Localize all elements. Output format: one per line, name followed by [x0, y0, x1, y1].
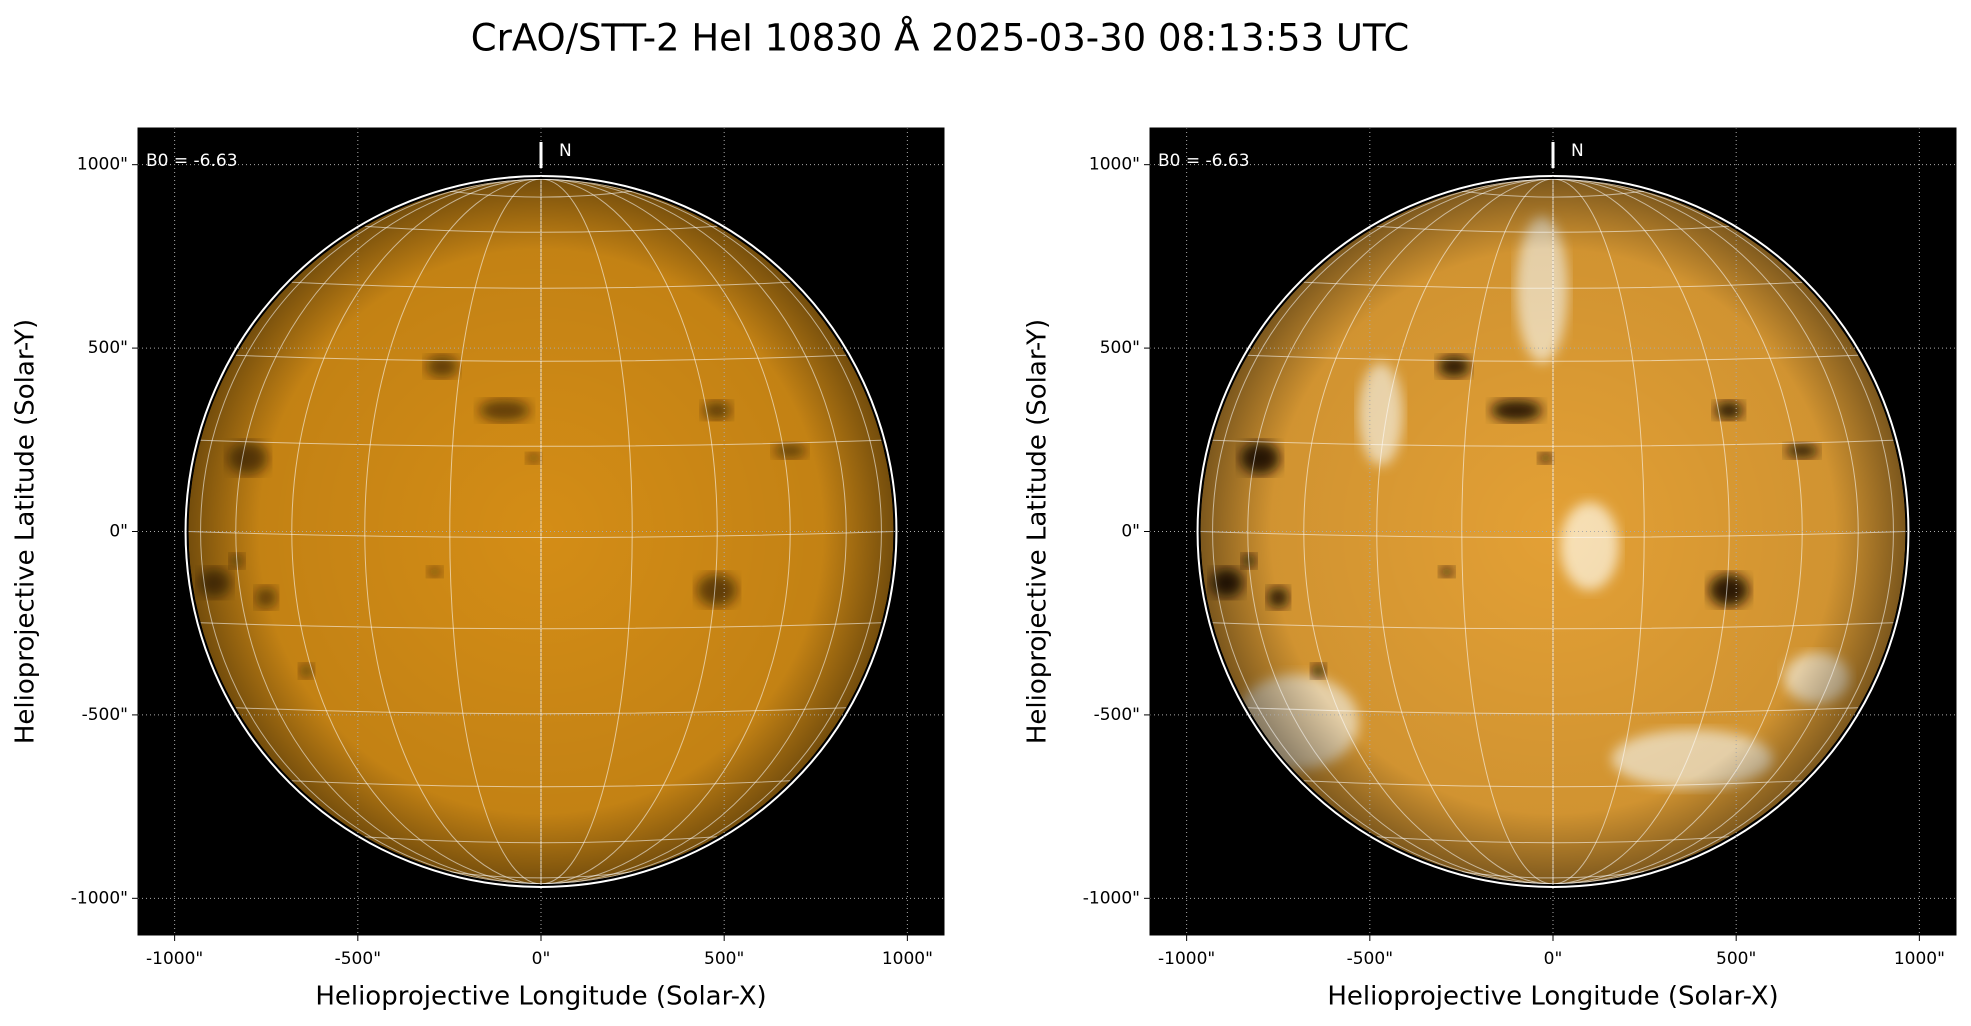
annotation: B0 = -6.63 — [146, 151, 238, 171]
latitude-line — [1461, 871, 1645, 879]
axes-frame — [1149, 127, 1957, 936]
x-tick-label: 0" — [532, 949, 551, 969]
latitude-line — [1247, 354, 1859, 362]
x-tick-label: -500" — [335, 949, 381, 969]
longitude-line — [235, 179, 542, 884]
y-tick-label: 1000" — [1089, 155, 1140, 175]
longitude-line — [540, 179, 633, 884]
latitude-line — [1200, 531, 1906, 538]
north-label: N — [559, 141, 572, 161]
x-axis-label: Helioprojective Longitude (Solar-X) — [1327, 982, 1778, 1012]
y-tick-label: 1000" — [77, 155, 128, 175]
x-axis-label: Helioprojective Longitude (Solar-X) — [315, 982, 766, 1012]
latitude-line — [235, 707, 847, 715]
y-axis-label: Helioprojective Latitude (Solar-Y) — [11, 319, 41, 744]
latitude-line — [188, 531, 894, 538]
latitude-line — [235, 354, 847, 362]
latitude-line — [1303, 780, 1803, 788]
figure-title: CrAO/STT-2 HeI 10830 Å 2025-03-30 08:13:… — [471, 16, 1409, 60]
annotation: B0 = -6.63 — [1158, 151, 1250, 171]
solar-disk-group — [188, 179, 894, 884]
x-tick-label: 1000" — [1894, 949, 1945, 969]
solar-disk-group — [1200, 179, 1906, 884]
y-tick-label: 0" — [109, 522, 128, 542]
longitude-line — [1303, 179, 1554, 884]
latitude-line — [1212, 439, 1894, 447]
y-tick-label: -500" — [82, 705, 128, 725]
latitude-line — [1247, 707, 1859, 715]
y-tick-label: 500" — [88, 338, 128, 358]
y-tick-label: -1000" — [71, 888, 128, 908]
y-tick-label: -500" — [1094, 705, 1140, 725]
x-tick-label: -1000" — [1158, 949, 1215, 969]
latitude-line — [364, 836, 718, 844]
y-tick-label: 500" — [1100, 338, 1140, 358]
axes-frame — [137, 127, 945, 936]
north-label: N — [1571, 141, 1584, 161]
longitude-line — [449, 179, 542, 884]
longitude-line — [291, 179, 542, 884]
longitude-line — [1247, 179, 1554, 884]
y-tick-label: -1000" — [1083, 888, 1140, 908]
x-tick-label: -1000" — [146, 949, 203, 969]
latitude-line — [449, 871, 633, 879]
latitude-line — [291, 780, 791, 788]
latitude-line — [1461, 190, 1645, 198]
y-axis-label: Helioprojective Latitude (Solar-Y) — [1023, 319, 1053, 744]
x-tick-label: 500" — [1716, 949, 1756, 969]
longitude-line — [1461, 179, 1554, 884]
y-tick-label: 0" — [1121, 522, 1140, 542]
latitude-line — [449, 190, 633, 198]
x-tick-label: 0" — [1544, 949, 1563, 969]
longitude-line — [1552, 179, 1645, 884]
x-tick-label: 1000" — [882, 949, 933, 969]
x-tick-label: -500" — [1347, 949, 1393, 969]
x-tick-label: 500" — [704, 949, 744, 969]
latitude-line — [200, 439, 882, 447]
latitude-line — [1376, 836, 1730, 844]
